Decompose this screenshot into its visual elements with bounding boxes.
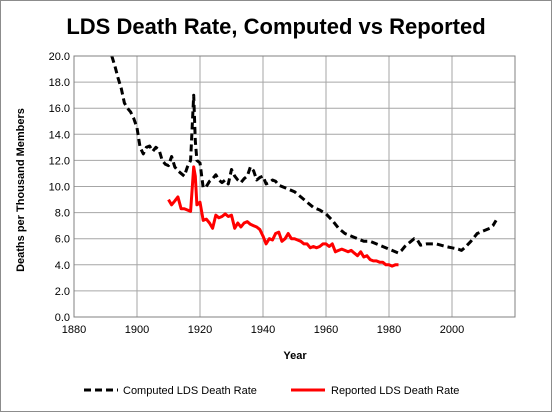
x-tick-label: 1880 [62,324,86,336]
x-tick-label: 1940 [251,324,275,336]
x-axis-label: Year [283,350,307,362]
y-tick-label: 18.0 [49,77,70,89]
y-tick-label: 8.0 [55,208,70,220]
series-line-computed [110,55,498,255]
y-tick-label: 20.0 [49,51,70,63]
y-axis-label: Deaths per Thousand Members [15,108,27,272]
y-tick-label: 14.0 [49,129,70,141]
legend-label-reported: Reported LDS Death Rate [331,385,459,397]
legend-label-computed: Computed LDS Death Rate [123,385,257,397]
x-tick-label: 1980 [377,324,401,336]
y-tick-label: 10.0 [49,182,70,194]
y-tick-label: 16.0 [49,103,70,115]
y-tick-label: 6.0 [55,234,70,246]
series-line-reported [167,165,399,268]
x-tick-label: 1960 [314,324,338,336]
x-tick-label: 1920 [188,324,212,336]
series-layer [110,55,498,268]
tick-labels: 1880 1900 1920 1940 1960 1980 2000 0.0 2.0 4.0 6.0… [49,51,465,336]
x-tick-label: 1900 [125,324,149,336]
x-tick-label: 2000 [440,324,464,336]
y-tick-label: 4.0 [55,260,70,272]
y-tick-label: 2.0 [55,286,70,298]
chart-title: LDS Death Rate, Computed vs Reported [66,14,485,39]
y-tick-label: 0.0 [55,312,70,324]
plot-border [73,55,516,318]
legend: Computed LDS Death Rate Reported LDS Dea… [84,385,459,397]
y-tick-label: 12.0 [49,155,70,167]
